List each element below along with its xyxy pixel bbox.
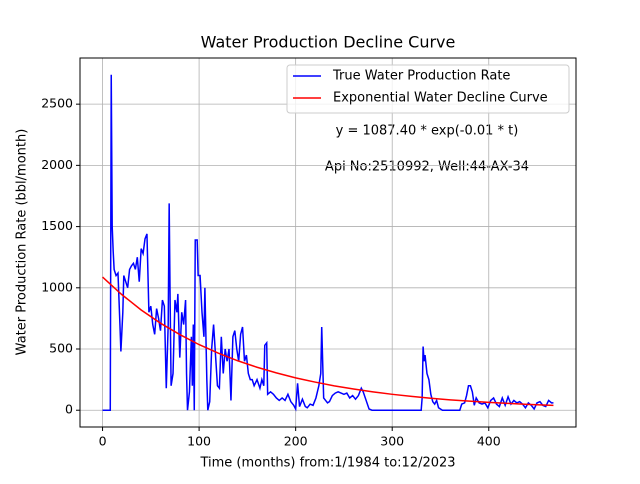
x-tick-label: 100 [187, 434, 211, 449]
x-tick-label: 0 [99, 434, 107, 449]
x-tick-label: 300 [380, 434, 404, 449]
x-tick-label: 400 [477, 434, 501, 449]
plot-frame [79, 57, 577, 428]
legend-box [286, 64, 570, 114]
annotation: Api No:2510992, Well:44-AX-34 [325, 160, 529, 175]
y-tick-label: 1000 [41, 279, 73, 294]
y-tick-label: 2000 [41, 157, 73, 172]
annotation: y = 1087.40 * exp(-0.01 * t) [336, 124, 519, 139]
series-line [102, 276, 554, 407]
series-line [102, 74, 554, 412]
x-tick-label: 200 [284, 434, 308, 449]
y-tick-label: 0 [65, 402, 73, 417]
y-axis-label: Water Production Rate (bbl/month) [15, 129, 30, 356]
legend-label: Exponential Water Decline Curve [333, 91, 548, 106]
y-tick-label: 500 [49, 341, 73, 356]
chart-title: Water Production Decline Curve [201, 33, 456, 52]
y-tick-label: 1500 [41, 218, 73, 233]
legend-label: True Water Production Rate [332, 69, 510, 84]
x-axis-label: Time (months) from:1/1984 to:12/2023 [199, 456, 455, 471]
y-tick-label: 2500 [41, 96, 73, 111]
